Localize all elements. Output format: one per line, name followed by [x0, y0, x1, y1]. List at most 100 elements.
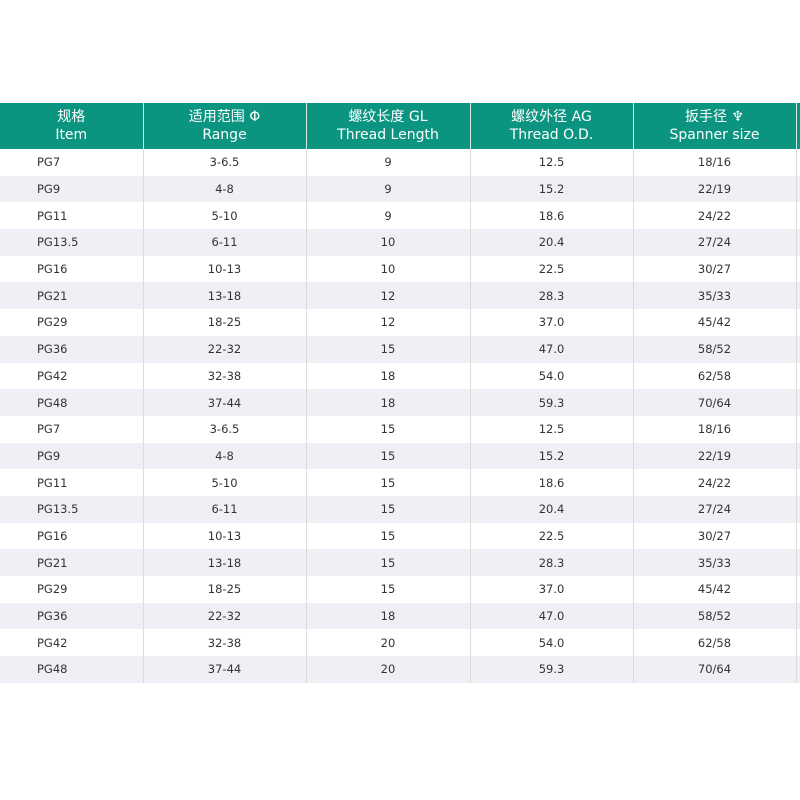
cell-extra — [796, 255, 800, 283]
table-row: PG7 3-6.5 9 12.5 18/16 — [0, 149, 800, 176]
cell-item: PG7 — [0, 149, 144, 176]
cell-thread-length: 18 — [306, 602, 471, 630]
cell-range: 5-10 — [143, 202, 307, 230]
cell-range: 3-6.5 — [143, 415, 307, 443]
header-en: Range — [202, 127, 247, 143]
cell-extra — [796, 229, 800, 256]
header-thread-length: 螺纹长度 GL Thread Length — [306, 103, 471, 149]
cell-thread-od: 47.0 — [470, 602, 634, 630]
cell-extra — [796, 442, 800, 470]
cell-thread-length: 9 — [306, 175, 471, 203]
cell-thread-length: 20 — [306, 629, 471, 657]
table-row: PG42 32-38 20 54.0 62/58 — [0, 629, 800, 657]
cell-thread-od: 18.6 — [470, 202, 634, 230]
cell-range: 3-6.5 — [143, 149, 307, 176]
table-row: PG16 10-13 10 22.5 30/27 — [0, 255, 800, 283]
cell-thread-length: 15 — [306, 495, 471, 523]
cell-range: 10-13 — [143, 255, 307, 283]
cell-item: PG21 — [0, 549, 144, 576]
cell-spanner-size: 45/42 — [633, 576, 797, 603]
cell-item: PG16 — [0, 522, 144, 550]
cell-item: PG42 — [0, 362, 144, 390]
cell-spanner-size: 35/33 — [633, 282, 797, 310]
cell-thread-od: 54.0 — [470, 362, 634, 390]
cell-spanner-size: 70/64 — [633, 656, 797, 683]
cell-item: PG13.5 — [0, 229, 144, 256]
cell-item: PG16 — [0, 255, 144, 283]
cell-range: 5-10 — [143, 469, 307, 496]
table-row: PG13.5 6-11 10 20.4 27/24 — [0, 229, 800, 256]
table-row: PG13.5 6-11 15 20.4 27/24 — [0, 495, 800, 523]
cell-thread-od: 37.0 — [470, 309, 634, 336]
cell-spanner-size: 58/52 — [633, 335, 797, 363]
cell-spanner-size: 27/24 — [633, 495, 797, 523]
table-row: PG42 32-38 18 54.0 62/58 — [0, 362, 800, 390]
cell-range: 22-32 — [143, 602, 307, 630]
cell-thread-length: 15 — [306, 549, 471, 576]
cell-spanner-size: 22/19 — [633, 442, 797, 470]
cell-item: PG29 — [0, 309, 144, 336]
cell-item: PG13.5 — [0, 495, 144, 523]
cell-extra — [796, 149, 800, 176]
header-en: Spanner size — [669, 127, 760, 143]
cell-thread-length: 20 — [306, 656, 471, 683]
cell-thread-length: 9 — [306, 149, 471, 176]
cell-range: 13-18 — [143, 282, 307, 310]
cell-thread-od: 54.0 — [470, 629, 634, 657]
header-zh: 适用范围 Φ — [188, 109, 261, 125]
header-en: Thread Length — [337, 127, 439, 143]
cell-thread-length: 15 — [306, 576, 471, 603]
cell-extra — [796, 469, 800, 496]
table-row: PG9 4-8 15 15.2 22/19 — [0, 442, 800, 470]
cell-spanner-size: 70/64 — [633, 389, 797, 416]
cell-range: 13-18 — [143, 549, 307, 576]
table-row: PG29 18-25 12 37.0 45/42 — [0, 309, 800, 336]
header-en: Item — [55, 127, 88, 143]
cell-range: 6-11 — [143, 229, 307, 256]
cell-extra — [796, 202, 800, 230]
cell-thread-length: 10 — [306, 255, 471, 283]
cell-item: PG36 — [0, 335, 144, 363]
cell-extra — [796, 629, 800, 657]
header-item: 规格 Item — [0, 103, 144, 149]
cell-item: PG29 — [0, 576, 144, 603]
cell-extra — [796, 309, 800, 336]
cell-extra — [796, 549, 800, 576]
table-row: PG36 22-32 15 47.0 58/52 — [0, 335, 800, 363]
cell-thread-od: 22.5 — [470, 522, 634, 550]
cell-thread-od: 15.2 — [470, 442, 634, 470]
cell-extra — [796, 576, 800, 603]
cell-spanner-size: 45/42 — [633, 309, 797, 336]
cell-extra — [796, 602, 800, 630]
cell-extra — [796, 335, 800, 363]
cell-spanner-size: 27/24 — [633, 229, 797, 256]
cell-range: 18-25 — [143, 576, 307, 603]
cell-extra — [796, 175, 800, 203]
cell-spanner-size: 22/19 — [633, 175, 797, 203]
cell-spanner-size: 24/22 — [633, 202, 797, 230]
header-row: 规格 Item 适用范围 Φ Range 螺纹长度 GL Thread Length 螺纹外… — [0, 103, 800, 149]
header-zh: 规格 — [57, 109, 86, 125]
table-row: PG29 18-25 15 37.0 45/42 — [0, 576, 800, 603]
cell-spanner-size: 18/16 — [633, 415, 797, 443]
cell-thread-length: 12 — [306, 282, 471, 310]
cell-range: 37-44 — [143, 656, 307, 683]
table-row: PG21 13-18 12 28.3 35/33 — [0, 282, 800, 310]
cell-thread-od: 12.5 — [470, 149, 634, 176]
cell-range: 6-11 — [143, 495, 307, 523]
cell-spanner-size: 58/52 — [633, 602, 797, 630]
cell-thread-length: 15 — [306, 469, 471, 496]
table-row: PG7 3-6.5 15 12.5 18/16 — [0, 415, 800, 443]
cell-spanner-size: 30/27 — [633, 255, 797, 283]
table-row: PG11 5-10 15 18.6 24/22 — [0, 469, 800, 496]
cell-range: 37-44 — [143, 389, 307, 416]
cell-thread-od: 20.4 — [470, 495, 634, 523]
cell-range: 32-38 — [143, 362, 307, 390]
cell-spanner-size: 30/27 — [633, 522, 797, 550]
cell-range: 10-13 — [143, 522, 307, 550]
cell-thread-od: 12.5 — [470, 415, 634, 443]
cell-range: 32-38 — [143, 629, 307, 657]
cell-extra — [796, 362, 800, 390]
cell-item: PG48 — [0, 656, 144, 683]
cell-thread-od: 20.4 — [470, 229, 634, 256]
